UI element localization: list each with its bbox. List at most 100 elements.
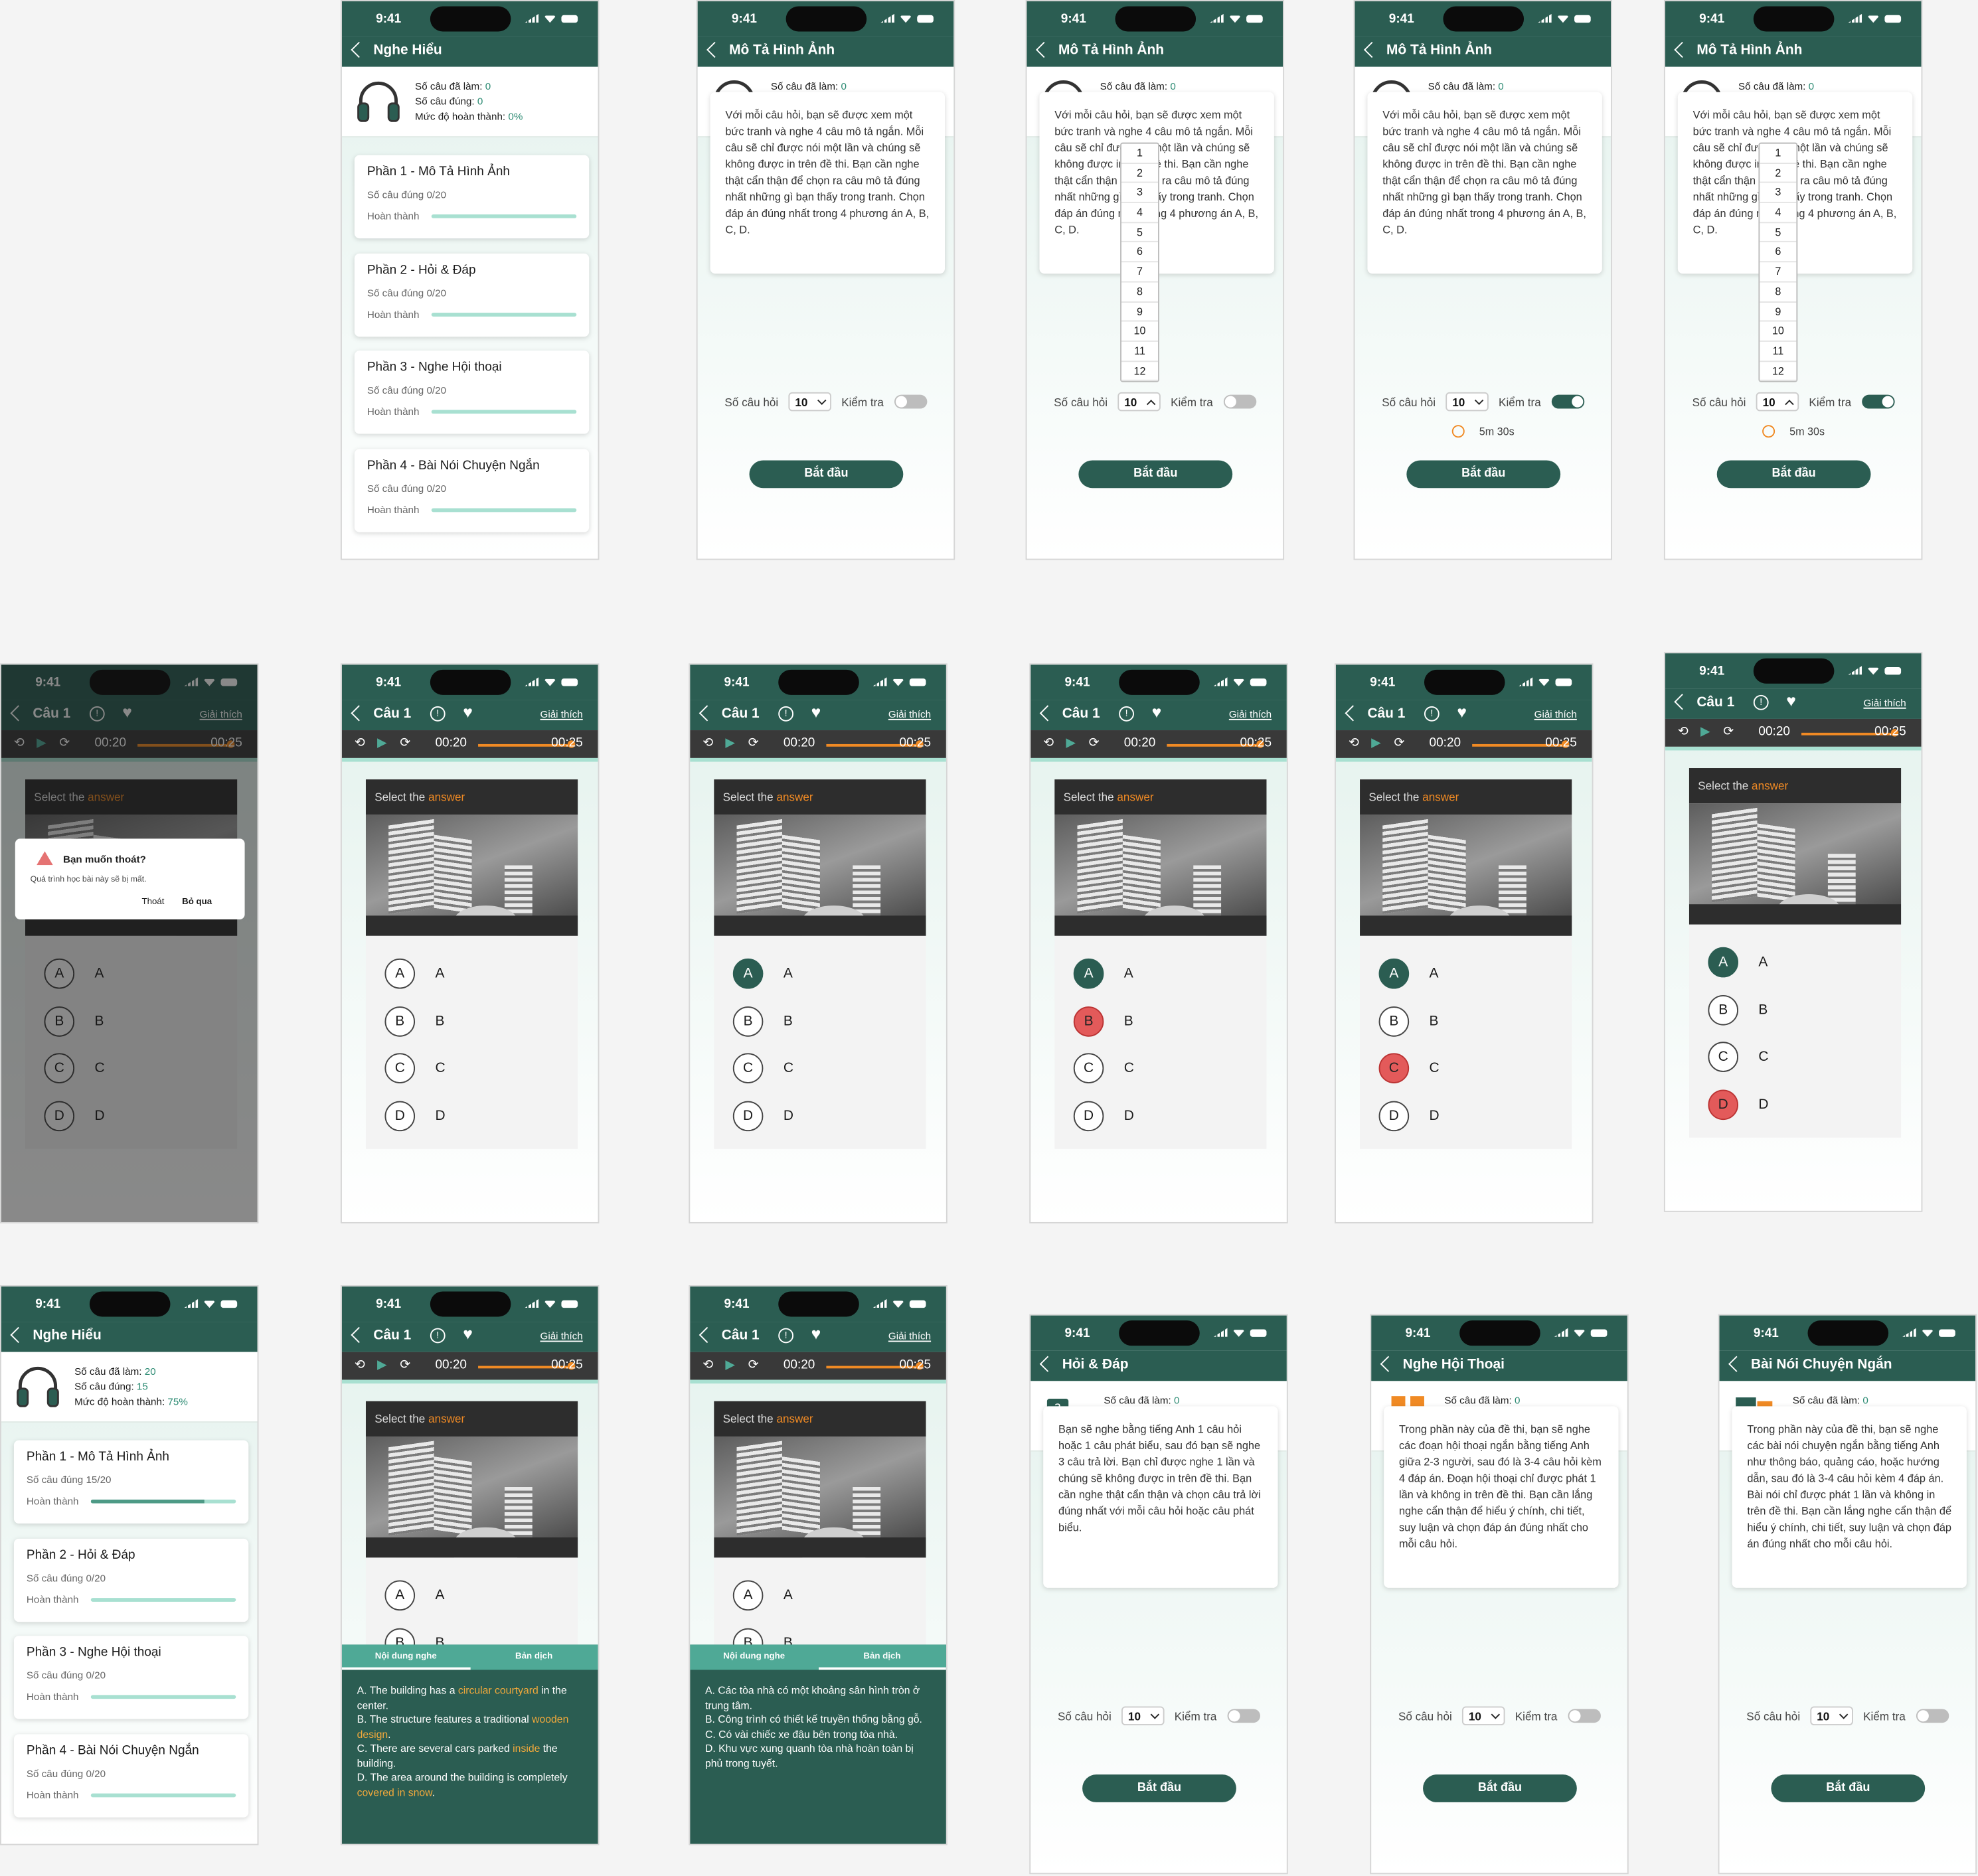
dropdown-option[interactable]: 1	[1121, 144, 1159, 164]
start-button[interactable]: Bắt đầu	[1082, 1774, 1236, 1802]
dropdown-option[interactable]: 6	[1760, 243, 1797, 263]
heart-icon[interactable]: ♥	[1457, 702, 1467, 722]
start-button[interactable]: Bắt đầu	[749, 460, 904, 489]
forward-icon[interactable]: ⟳	[400, 1358, 411, 1373]
dropdown-option[interactable]: 9	[1760, 302, 1797, 322]
back-chevron-icon[interactable]	[351, 41, 367, 58]
heart-icon[interactable]: ♥	[1786, 691, 1796, 710]
audio-track[interactable]	[826, 1366, 918, 1368]
explain-link[interactable]: Giải thích	[540, 708, 583, 720]
forward-icon[interactable]: ⟳	[1723, 725, 1734, 740]
dropdown-option[interactable]: 8	[1121, 282, 1159, 303]
explain-link[interactable]: Giải thích	[1228, 708, 1272, 720]
heart-icon[interactable]: ♥	[463, 1324, 473, 1344]
explain-link[interactable]: Giải thích	[540, 1330, 583, 1342]
back-chevron-icon[interactable]	[1380, 1356, 1396, 1372]
dropdown-option[interactable]: 4	[1121, 203, 1159, 223]
check-toggle[interactable]	[1915, 1709, 1949, 1723]
audio-handle[interactable]	[1890, 729, 1899, 737]
heart-icon[interactable]: ♥	[811, 1324, 821, 1344]
part-card[interactable]: Phần 2 - Hỏi & Đáp Số câu đúng 0/20 Hoàn t…	[354, 252, 590, 337]
check-toggle[interactable]	[1861, 394, 1894, 409]
dropdown-option[interactable]: 10	[1121, 322, 1159, 342]
check-toggle[interactable]	[1226, 1709, 1260, 1723]
rewind-icon[interactable]: ⟲	[702, 1358, 714, 1373]
tab-translation[interactable]: Bản dịch	[515, 1652, 553, 1662]
back-chevron-icon[interactable]	[706, 41, 723, 58]
audio-handle[interactable]	[567, 1362, 576, 1370]
part-card[interactable]: Phần 1 - Mô Tả Hình Ảnh Số câu đúng 15/20…	[13, 1440, 249, 1524]
dropdown-option[interactable]: 2	[1121, 163, 1159, 184]
count-select[interactable]: 10	[1461, 1706, 1505, 1726]
part-card[interactable]: Phần 3 - Nghe Hội thoại Số câu đúng 0/20 H…	[354, 351, 590, 434]
info-icon[interactable]: !	[430, 1328, 446, 1344]
play-icon[interactable]: ▶	[1371, 736, 1381, 751]
rewind-icon[interactable]: ⟲	[354, 736, 365, 751]
check-toggle[interactable]	[894, 394, 927, 409]
audio-handle[interactable]	[1562, 740, 1570, 748]
skip-button[interactable]: Bỏ qua	[182, 898, 212, 907]
info-icon[interactable]: !	[430, 706, 446, 722]
dropdown-option[interactable]: 6	[1121, 243, 1159, 263]
check-toggle[interactable]	[1222, 394, 1256, 409]
part-card[interactable]: Phần 2 - Hỏi & Đáp Số câu đúng 0/20 Hoàn t…	[13, 1537, 249, 1622]
start-button[interactable]: Bắt đầu	[1406, 460, 1561, 489]
play-icon[interactable]: ▶	[377, 1358, 387, 1373]
explain-link[interactable]: Giải thích	[888, 708, 932, 720]
dropdown-option[interactable]: 5	[1121, 223, 1159, 243]
audio-track[interactable]	[478, 1366, 569, 1368]
explain-link[interactable]: Giải thích	[1863, 697, 1906, 709]
back-chevron-icon[interactable]	[1674, 694, 1690, 710]
audio-handle[interactable]	[567, 740, 576, 748]
start-button[interactable]: Bắt đầu	[1078, 460, 1233, 489]
part-card[interactable]: Phần 4 - Bài Nói Chuyện Ngắn Số câu đúng …	[354, 448, 590, 532]
forward-icon[interactable]: ⟳	[748, 1358, 759, 1373]
dropdown-option[interactable]: 3	[1760, 183, 1797, 203]
info-icon[interactable]: !	[778, 1328, 794, 1344]
play-icon[interactable]: ▶	[1700, 725, 1710, 740]
audio-handle[interactable]	[916, 1362, 924, 1370]
dropdown-option[interactable]: 10	[1760, 322, 1797, 342]
back-chevron-icon[interactable]	[351, 1326, 367, 1344]
back-chevron-icon[interactable]	[1364, 41, 1380, 58]
explain-link[interactable]: Giải thích	[888, 1330, 932, 1342]
dropdown-option[interactable]: 11	[1121, 342, 1159, 362]
count-select[interactable]: 10	[1445, 392, 1489, 412]
rewind-icon[interactable]: ⟲	[1348, 736, 1359, 751]
dropdown-option[interactable]: 4	[1760, 203, 1797, 223]
rewind-icon[interactable]: ⟲	[354, 1358, 365, 1373]
back-chevron-icon[interactable]	[699, 1326, 715, 1344]
play-icon[interactable]: ▶	[1066, 736, 1076, 751]
forward-icon[interactable]: ⟳	[1088, 736, 1100, 751]
audio-track[interactable]	[1472, 743, 1563, 746]
back-chevron-icon[interactable]	[351, 705, 367, 722]
heart-icon[interactable]: ♥	[1151, 702, 1162, 722]
count-select[interactable]: 10	[1121, 1706, 1165, 1726]
dropdown-option[interactable]: 12	[1121, 361, 1159, 382]
back-chevron-icon[interactable]	[1039, 1356, 1056, 1372]
count-select[interactable]: 10	[788, 392, 832, 412]
dropdown-option[interactable]: 7	[1760, 262, 1797, 283]
audio-handle[interactable]	[1256, 740, 1264, 748]
dropdown-option[interactable]: 5	[1760, 223, 1797, 243]
back-chevron-icon[interactable]	[699, 705, 715, 722]
check-toggle[interactable]	[1550, 394, 1584, 409]
dropdown-option[interactable]: 2	[1760, 163, 1797, 184]
forward-icon[interactable]: ⟳	[748, 736, 759, 751]
dropdown-option[interactable]: 1	[1760, 144, 1797, 164]
